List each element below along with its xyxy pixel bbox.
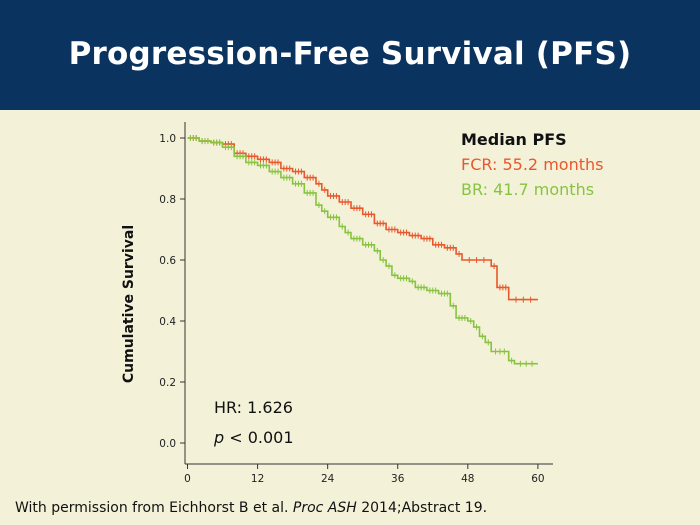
legend-item-fcr: FCR: 55.2 months: [461, 155, 603, 174]
legend-item-br: BR: 41.7 months: [461, 180, 594, 199]
p-value-text: < 0.001: [224, 428, 293, 447]
citation-text: With permission from Eichhorst B et al.: [15, 500, 293, 516]
p-symbol: p: [213, 428, 224, 447]
y-tick-label: 0.6: [159, 255, 176, 267]
legend-title: Median PFS: [461, 130, 567, 149]
page-title: Progression-Free Survival (PFS): [68, 36, 632, 72]
x-tick-label: 36: [391, 473, 405, 485]
x-tick-label: 12: [251, 473, 264, 485]
chart-axes: 0.0 0.2 0.4 0.6 0.8 1.0 0 12 24 36 48 60: [159, 122, 553, 485]
citation-journal: Proc ASH: [292, 500, 357, 516]
citation: With permission from Eichhorst B et al. …: [15, 500, 487, 516]
x-tick-label: 0: [184, 473, 191, 485]
y-tick-label: 0.8: [159, 194, 176, 206]
y-tick-label: 0.0: [159, 438, 176, 450]
citation-suffix: 2014;Abstract 19.: [356, 500, 488, 516]
hazard-ratio-label: HR: 1.626: [214, 398, 293, 417]
x-tick-label: 60: [531, 473, 544, 485]
x-tick-label: 24: [321, 473, 335, 485]
y-tick-label: 0.4: [159, 316, 176, 328]
x-tick-label: 48: [461, 473, 474, 485]
y-tick-label: 1.0: [159, 133, 176, 145]
y-axis-label: Cumulative Survival: [121, 225, 137, 383]
chart-series: [187, 135, 538, 367]
br-survival-curve: [187, 137, 538, 365]
p-value-label: p < 0.001: [213, 428, 294, 447]
header-banner: [0, 0, 700, 110]
y-tick-label: 0.2: [159, 377, 176, 389]
